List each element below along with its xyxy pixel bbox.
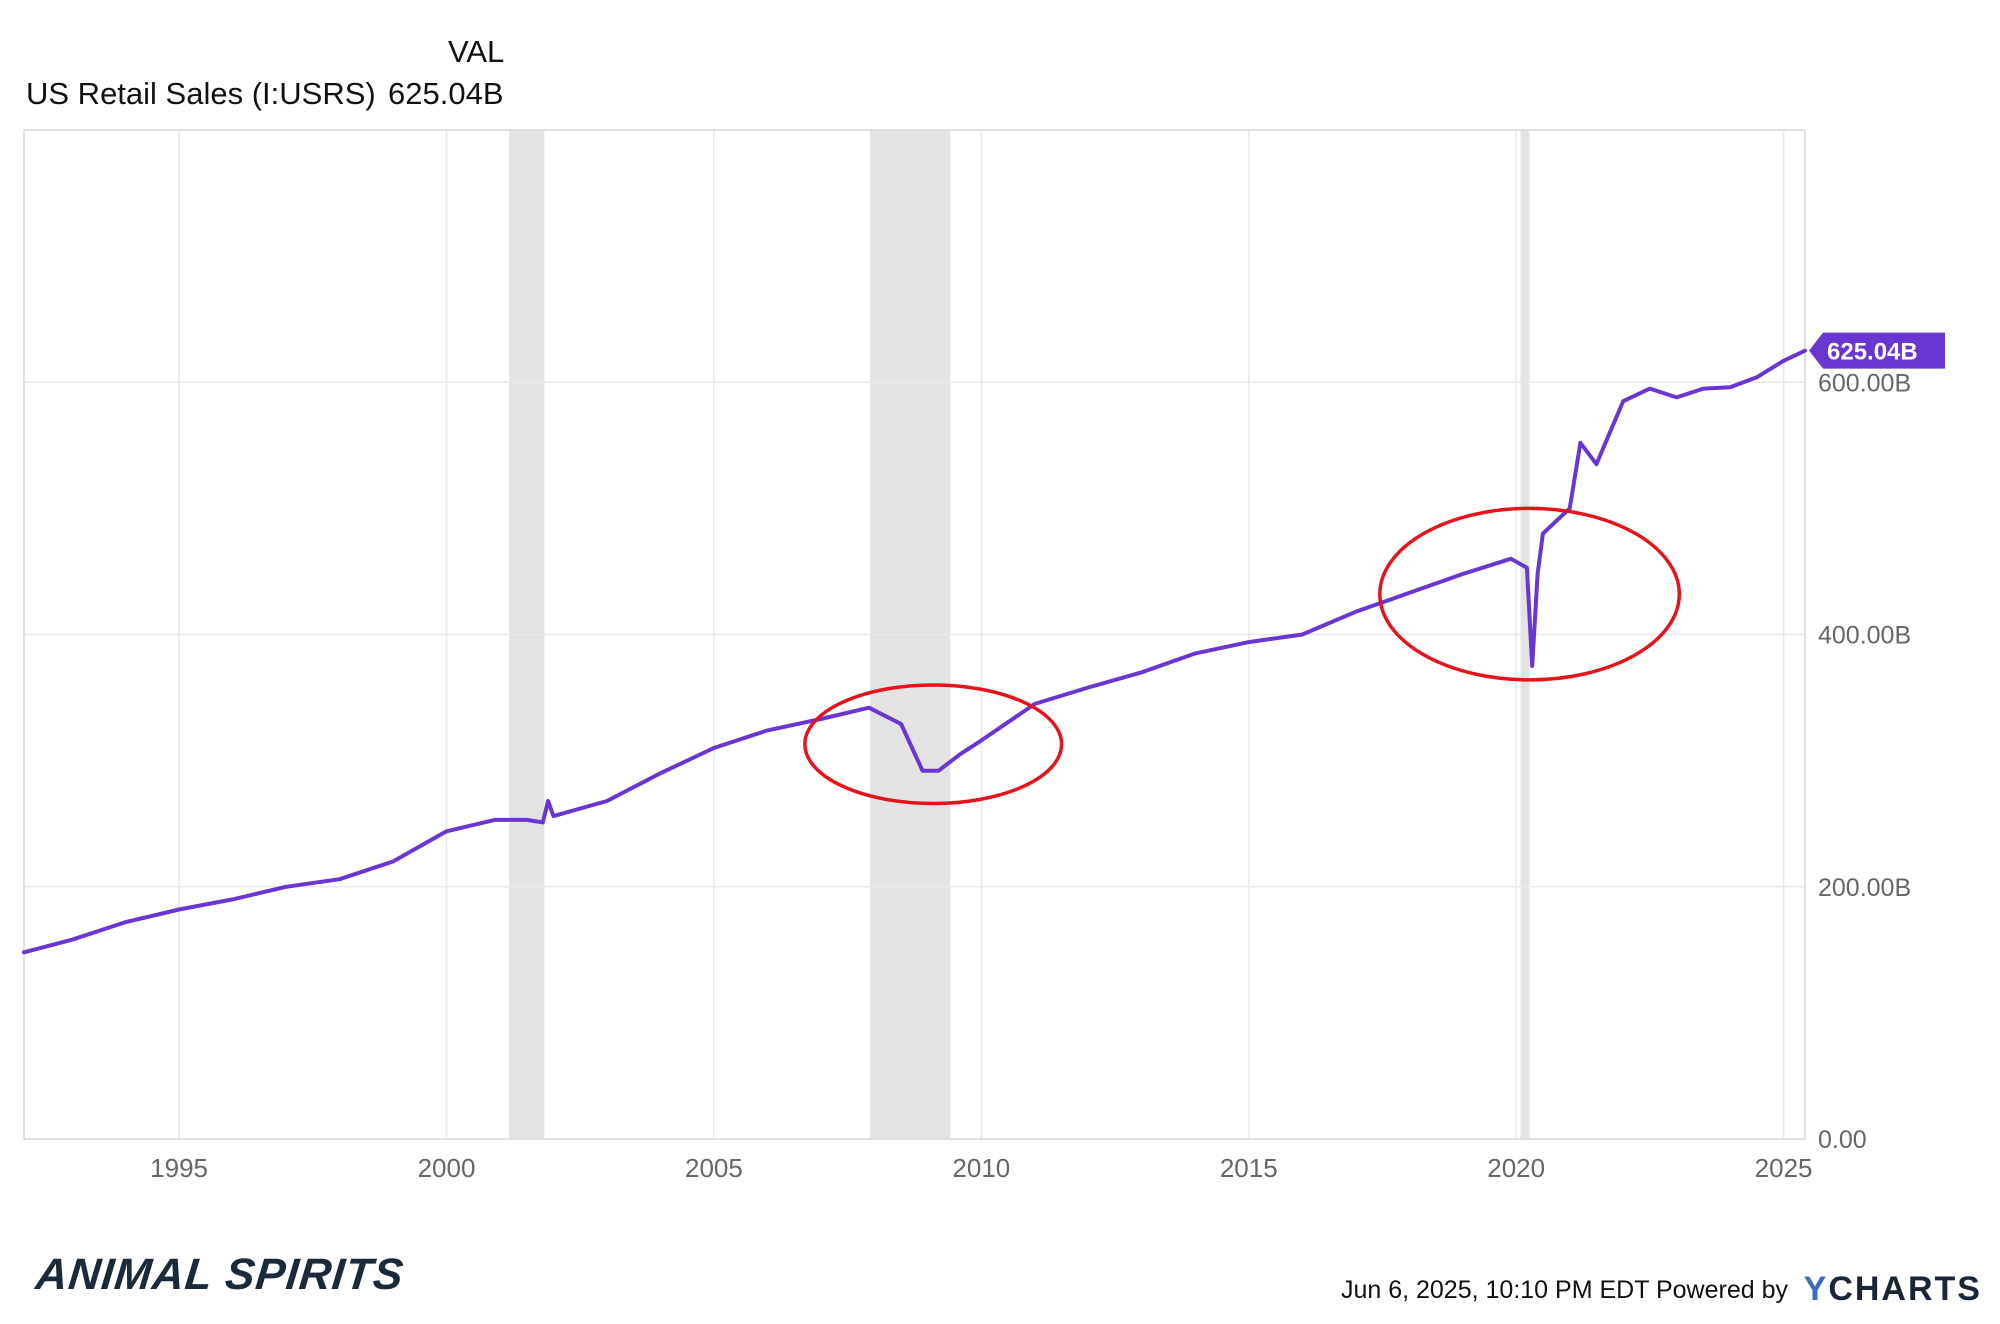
annotation-ellipse-2 [1378,506,1682,682]
x-tick-label: 1995 [150,1153,208,1183]
y-axis-ticks: 0.00 200.00B 400.00B 600.00B [1818,369,1911,1154]
last-value-label: 625.04B [1827,339,1918,366]
plot-frame [23,129,1806,1140]
x-tick-label: 2005 [685,1153,743,1183]
x-tick-label: 2025 [1755,1153,1813,1183]
legend-header: VAL [448,34,505,69]
annotation-circles [803,506,1682,806]
footer-timestamp: Jun 6, 2025, 10:10 PM EDT Powered by [1341,1276,1788,1305]
x-tick-label: 2010 [952,1153,1010,1183]
ycharts-logo-rest: CHARTS [1828,1270,1982,1308]
y-tick-label: 200.00B [1818,874,1911,902]
timestamp-text: Jun 6, 2025, 10:10 PM EDT [1340,1276,1650,1304]
legend-series-name: US Retail Sales (I:USRS) [26,76,376,111]
x-axis-ticks: 1995 2000 2005 2010 2015 2020 2025 [150,1153,1812,1183]
legend-series-value: 625.04B [388,76,504,111]
series-line-us-retail-sales [22,348,1807,955]
x-tick-label: 2020 [1487,1153,1545,1183]
powered-by-text: Powered by [1655,1276,1788,1304]
x-tick-label: 2000 [418,1153,476,1183]
ycharts-logo-y: Y [1803,1270,1829,1308]
y-tick-label: 400.00B [1818,622,1911,650]
y-tick-label: 0.00 [1818,1126,1867,1154]
last-value-badge: 625.04B [1809,332,1945,369]
ycharts-logo[interactable]: YCHARTS [1804,1270,1982,1309]
y-tick-label: 600.00B [1818,369,1911,397]
animal-spirits-logo: ANIMAL SPIRITS [33,1250,407,1299]
annotation-ellipse-1 [803,683,1064,806]
x-tick-label: 2015 [1220,1153,1278,1183]
